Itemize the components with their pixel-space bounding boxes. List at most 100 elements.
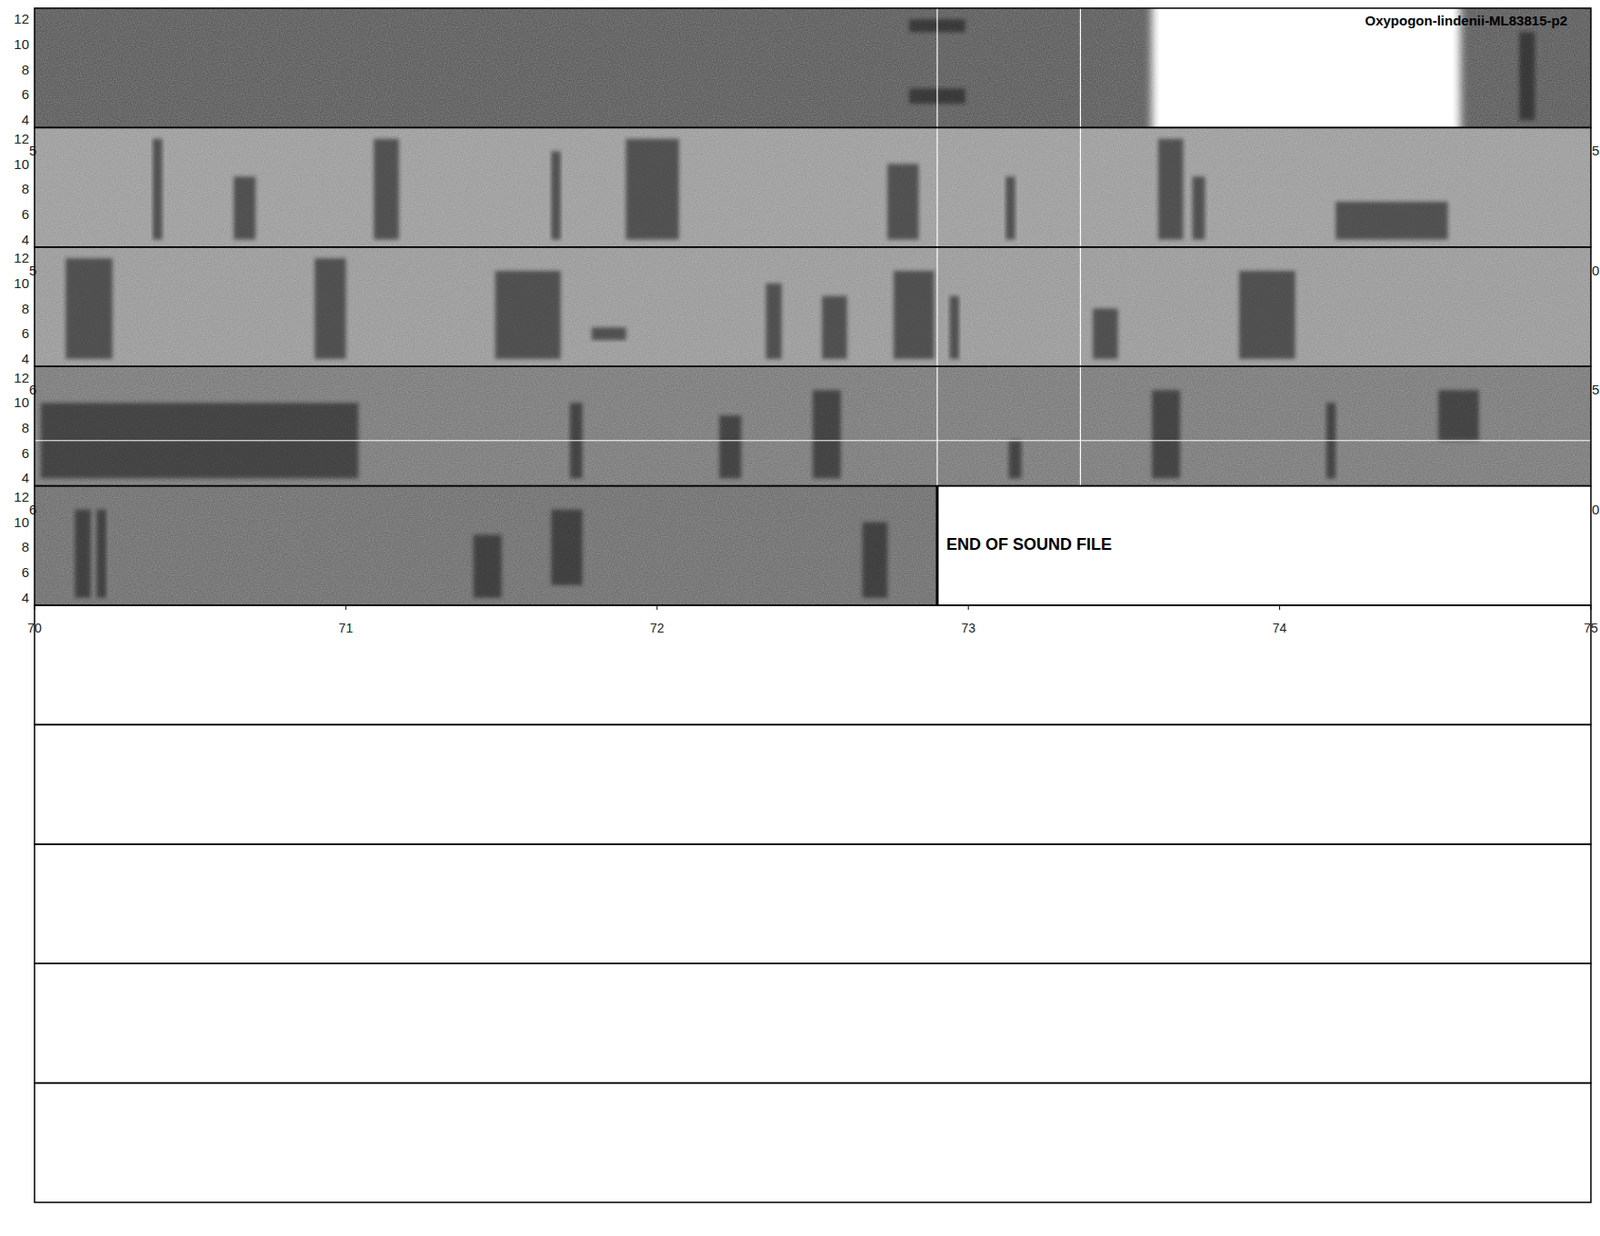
call [1239,270,1296,360]
edge-label: 5 [1591,381,1600,398]
call [1158,139,1183,240]
annotation: END OF SOUND FILE [946,535,1112,554]
call [314,258,346,360]
x-tick-label: 72 [650,620,665,636]
panel-frame [34,127,1591,247]
x-tick [345,605,347,610]
y-tick-label: 6 [21,86,30,102]
marker-line [1080,8,1081,128]
call [473,535,502,599]
marker-line [1080,366,1081,486]
y-tick-label: 12 [13,250,30,266]
row [34,8,1591,128]
background [34,127,1591,247]
y-tick-label: 8 [21,420,30,436]
call [812,390,841,479]
call [950,296,960,360]
call [1519,31,1535,120]
call [1438,390,1480,440]
x-tick [656,605,658,610]
x-tick-label: 70 [27,620,42,636]
marker-line [936,247,938,367]
call [233,176,256,240]
marker-line [936,127,938,247]
panel-frame [34,366,1591,486]
edge-label: 5 [1591,142,1600,159]
call [96,510,106,599]
call [152,139,162,240]
x-tick-label: 73 [960,620,976,636]
edge-label: 6 [29,381,37,398]
panel-frame [34,844,1591,964]
marker-line [936,366,938,486]
panel-frame [34,724,1591,844]
call [893,270,935,360]
call [887,164,919,240]
x-tick [34,605,36,610]
title: Oxypogon-lindenii-ML83815-p2 [1364,12,1568,29]
background [34,486,938,606]
panel-frame [34,247,1591,367]
row [34,486,938,606]
edge-label: 0 [1591,501,1600,518]
call [495,270,561,360]
call [550,510,582,586]
hline [34,440,1591,441]
background [34,8,1591,128]
y-tick-label: 12 [13,10,30,27]
y-tick-label: 4 [21,111,30,128]
noise [34,127,1591,247]
x-tick [1279,605,1280,610]
y-tick-label: 12 [13,130,30,147]
noise [34,366,1591,486]
call [862,522,888,599]
x-tick [968,605,970,610]
y-tick-label: 6 [21,445,30,461]
edge-label: 5 [29,262,37,279]
call [821,296,847,360]
panel-frame [34,1083,1591,1203]
edge-label: 5 [29,142,37,159]
marker-line [1080,247,1081,367]
call [373,139,399,240]
call [75,510,91,599]
y-tick-label: 4 [21,590,30,606]
row [34,247,1591,367]
call [1192,176,1206,240]
panel-frame [34,605,1591,725]
y-tick-label: 4 [21,231,30,248]
background [34,247,1591,367]
y-tick-label: 12 [13,489,30,505]
call [65,258,112,360]
y-tick-label: 12 [13,370,30,386]
marker-line [936,8,938,128]
y-tick-label: 4 [21,470,30,486]
y-tick-label: 10 [13,394,30,410]
x-tick-label: 71 [339,620,354,636]
call [626,139,680,240]
y-tick-label: 8 [21,180,30,197]
y-tick-label: 6 [21,564,30,580]
y-tick-label: 10 [13,514,30,530]
call [1151,390,1180,479]
call [550,151,560,240]
x-tick-label: 74 [1272,620,1288,636]
marker-line [1080,127,1081,247]
panel-frame [34,8,1591,128]
noise [34,8,1591,128]
y-tick-label: 8 [21,300,30,317]
call [719,415,741,479]
noise [34,247,1591,367]
y-tick-label: 8 [21,61,30,78]
y-tick-label: 10 [13,275,30,291]
x-tick-label: 75 [1583,620,1599,636]
end-line [935,486,939,606]
call [1335,201,1448,240]
y-tick-label: 10 [13,36,30,52]
call [591,327,627,340]
x-tick [1590,605,1592,610]
call [766,283,782,360]
row [34,127,1591,247]
row [34,366,1591,486]
background [34,366,1591,486]
